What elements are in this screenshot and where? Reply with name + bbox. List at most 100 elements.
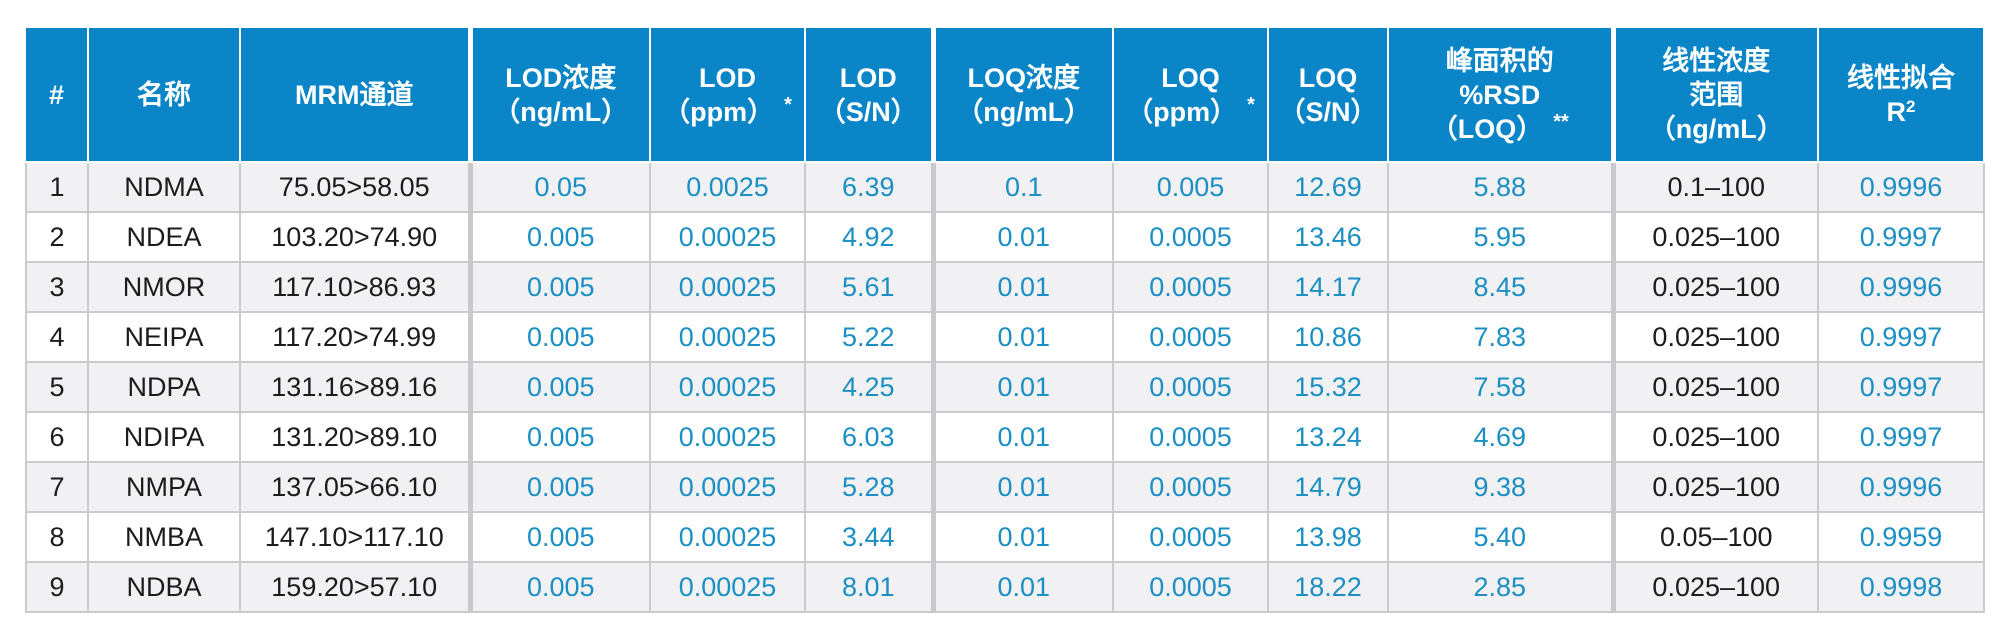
cell-lod-concentration: 0.005 [467, 461, 651, 513]
cell-loq-sn: 13.98 [1267, 511, 1389, 563]
cell-loq-sn: 13.24 [1267, 411, 1389, 463]
table-row: 6 NDIPA 131.20>89.10 0.005 0.00025 6.03 0.01 0.… [25, 411, 1985, 463]
cell-linear-fit-r2: 0.9996 [1817, 161, 1985, 213]
cell-peak-area-rsd: 2.85 [1387, 561, 1614, 613]
table-row: 3 NMOR 117.10>86.93 0.005 0.00025 5.61 0.01 0.0… [25, 261, 1985, 313]
cell-lod-sn: 3.44 [804, 511, 934, 563]
cell-lod-concentration: 0.005 [467, 511, 651, 563]
cell-mrm-channel: 103.20>74.90 [239, 211, 471, 263]
cell-name: NMPA [87, 461, 241, 513]
cell-linear-range: 0.025–100 [1610, 211, 1819, 263]
cell-loq-concentration: 0.01 [930, 461, 1114, 513]
header-row: # 名称 MRM通道 LOD浓度 （ng/mL） LOD （ppm） * LOD … [26, 28, 1985, 163]
cell-peak-area-rsd: 8.45 [1387, 261, 1614, 313]
cell-number: 7 [25, 461, 89, 513]
cell-linear-range: 0.025–100 [1610, 411, 1819, 463]
col-header-peak-area-rsd: 峰面积的 %RSD （LOQ） ** [1388, 28, 1614, 163]
col-header-loq-ppm: LOQ （ppm） * [1113, 28, 1269, 163]
cell-loq-ppm: 0.0005 [1112, 461, 1269, 513]
table-body: 1 NDMA 75.05>58.05 0.05 0.0025 6.39 0.1 0.005 12… [25, 161, 1985, 613]
cell-linear-range: 0.025–100 [1610, 311, 1819, 363]
cell-lod-concentration: 0.005 [467, 211, 651, 263]
cell-lod-sn: 6.39 [804, 161, 934, 213]
cell-number: 9 [25, 561, 89, 613]
cell-lod-concentration: 0.005 [467, 261, 651, 313]
cell-number: 8 [25, 511, 89, 563]
cell-name: NDEA [87, 211, 241, 263]
cell-lod-sn: 5.61 [804, 261, 934, 313]
cell-linear-fit-r2: 0.9998 [1817, 561, 1985, 613]
col-header-lod-ppm: LOD （ppm） * [650, 28, 806, 163]
table-row: 2 NDEA 103.20>74.90 0.005 0.00025 4.92 0.01 0.0… [25, 211, 1985, 263]
cell-lod-sn: 5.28 [804, 461, 934, 513]
col-header-linear-fit-r2: 线性拟合 R2 [1818, 28, 1985, 163]
results-table-container: # 名称 MRM通道 LOD浓度 （ng/mL） LOD （ppm） * LOD … [25, 28, 1985, 613]
cell-lod-sn: 5.22 [804, 311, 934, 363]
cell-mrm-channel: 147.10>117.10 [239, 511, 471, 563]
cell-linear-fit-r2: 0.9996 [1817, 461, 1985, 513]
cell-peak-area-rsd: 5.95 [1387, 211, 1614, 263]
cell-loq-concentration: 0.1 [930, 161, 1114, 213]
cell-lod-ppm: 0.00025 [649, 511, 806, 563]
table-row: 8 NMBA 147.10>117.10 0.005 0.00025 3.44 0.01 0.… [25, 511, 1985, 563]
cell-loq-ppm: 0.0005 [1112, 361, 1269, 413]
cell-loq-concentration: 0.01 [930, 361, 1114, 413]
cell-name: NDPA [87, 361, 241, 413]
col-header-mrm-channel: MRM通道 [240, 28, 471, 163]
cell-linear-range: 0.025–100 [1610, 261, 1819, 313]
cell-lod-ppm: 0.00025 [649, 311, 806, 363]
cell-peak-area-rsd: 5.88 [1387, 161, 1614, 213]
cell-loq-ppm: 0.0005 [1112, 211, 1269, 263]
footnote-marker: * [784, 93, 792, 116]
cell-loq-concentration: 0.01 [930, 211, 1114, 263]
cell-lod-ppm: 0.00025 [649, 261, 806, 313]
cell-name: NDIPA [87, 411, 241, 463]
cell-lod-ppm: 0.0025 [649, 161, 806, 213]
cell-mrm-channel: 75.05>58.05 [239, 161, 471, 213]
cell-loq-sn: 14.17 [1267, 261, 1389, 313]
cell-lod-concentration: 0.005 [467, 561, 651, 613]
cell-loq-ppm: 0.0005 [1112, 311, 1269, 363]
cell-lod-sn: 8.01 [804, 561, 934, 613]
table-row: 4 NEIPA 117.20>74.99 0.005 0.00025 5.22 0.01 0.… [25, 311, 1985, 363]
cell-linear-range: 0.025–100 [1610, 461, 1819, 513]
cell-lod-concentration: 0.005 [467, 311, 651, 363]
cell-lod-concentration: 0.05 [467, 161, 651, 213]
cell-name: NEIPA [87, 311, 241, 363]
cell-linear-fit-r2: 0.9959 [1817, 511, 1985, 563]
cell-mrm-channel: 159.20>57.10 [239, 561, 471, 613]
cell-loq-sn: 18.22 [1267, 561, 1389, 613]
cell-loq-sn: 14.79 [1267, 461, 1389, 513]
cell-loq-ppm: 0.0005 [1112, 261, 1269, 313]
cell-mrm-channel: 117.20>74.99 [239, 311, 471, 363]
col-header-linear-range: 线性浓度 范围 （ng/mL） [1610, 28, 1819, 163]
cell-linear-fit-r2: 0.9997 [1817, 211, 1985, 263]
col-header-name: 名称 [88, 28, 241, 163]
cell-loq-sn: 10.86 [1267, 311, 1389, 363]
cell-lod-ppm: 0.00025 [649, 561, 806, 613]
cell-lod-sn: 4.25 [804, 361, 934, 413]
cell-peak-area-rsd: 9.38 [1387, 461, 1614, 513]
cell-loq-concentration: 0.01 [930, 261, 1114, 313]
cell-loq-sn: 13.46 [1267, 211, 1389, 263]
cell-name: NDMA [87, 161, 241, 213]
col-header-lod-concentration: LOD浓度 （ng/mL） [467, 28, 651, 163]
cell-linear-range: 0.1–100 [1610, 161, 1819, 213]
cell-lod-ppm: 0.00025 [649, 211, 806, 263]
table-row: 1 NDMA 75.05>58.05 0.05 0.0025 6.39 0.1 0.005 12… [25, 161, 1985, 213]
cell-number: 3 [25, 261, 89, 313]
cell-loq-sn: 15.32 [1267, 361, 1389, 413]
cell-linear-range: 0.025–100 [1610, 361, 1819, 413]
cell-loq-sn: 12.69 [1267, 161, 1389, 213]
cell-loq-ppm: 0.0005 [1112, 411, 1269, 463]
cell-linear-range: 0.05–100 [1610, 511, 1819, 563]
cell-linear-fit-r2: 0.9996 [1817, 261, 1985, 313]
cell-number: 6 [25, 411, 89, 463]
cell-peak-area-rsd: 7.58 [1387, 361, 1614, 413]
cell-loq-concentration: 0.01 [930, 511, 1114, 563]
col-header-loq-sn: LOQ （S/N） [1268, 28, 1389, 163]
cell-linear-range: 0.025–100 [1610, 561, 1819, 613]
footnote-marker: ** [1553, 110, 1569, 133]
footnote-marker: * [1247, 93, 1255, 116]
cell-loq-concentration: 0.01 [930, 311, 1114, 363]
